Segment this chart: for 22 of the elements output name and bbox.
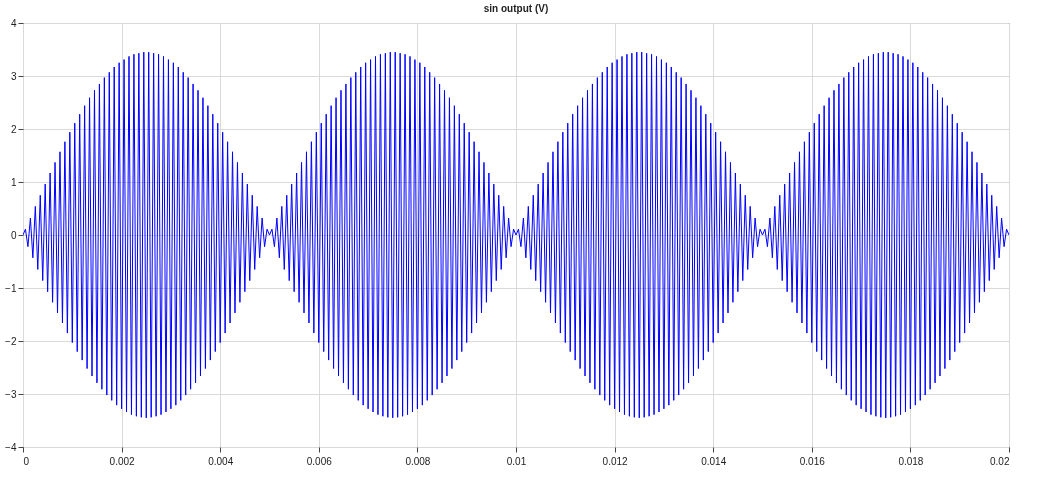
x-tick-label: 0.018 xyxy=(898,455,924,467)
y-tick-label: −2 xyxy=(5,335,17,347)
y-tick-label: 2 xyxy=(10,123,17,135)
y-tick-label: −3 xyxy=(5,388,17,400)
y-tick-label: 0 xyxy=(10,229,17,241)
x-tick-label: 0.012 xyxy=(602,455,629,467)
y-tick-label: −4 xyxy=(5,441,17,453)
y-tick-label: 4 xyxy=(10,17,17,29)
x-tick-label: 0 xyxy=(23,455,30,467)
x-tick-label: 0.02 xyxy=(990,455,1010,467)
line-series xyxy=(23,51,1009,419)
x-tick-label: 0.006 xyxy=(306,455,333,467)
x-tick-label: 0.008 xyxy=(405,455,431,467)
x-tick-label: 0.016 xyxy=(799,455,826,467)
x-tick-label: 0.014 xyxy=(701,455,727,467)
x-tick-label: 0.01 xyxy=(506,455,527,467)
y-tick-label: 3 xyxy=(10,70,17,82)
chart-title: sin output (V) xyxy=(483,3,549,14)
x-tick-label: 0.004 xyxy=(208,455,234,467)
x-tick-label: 0.002 xyxy=(109,455,136,467)
y-tick-label: −1 xyxy=(5,282,17,294)
y-tick-label: 1 xyxy=(10,176,17,188)
